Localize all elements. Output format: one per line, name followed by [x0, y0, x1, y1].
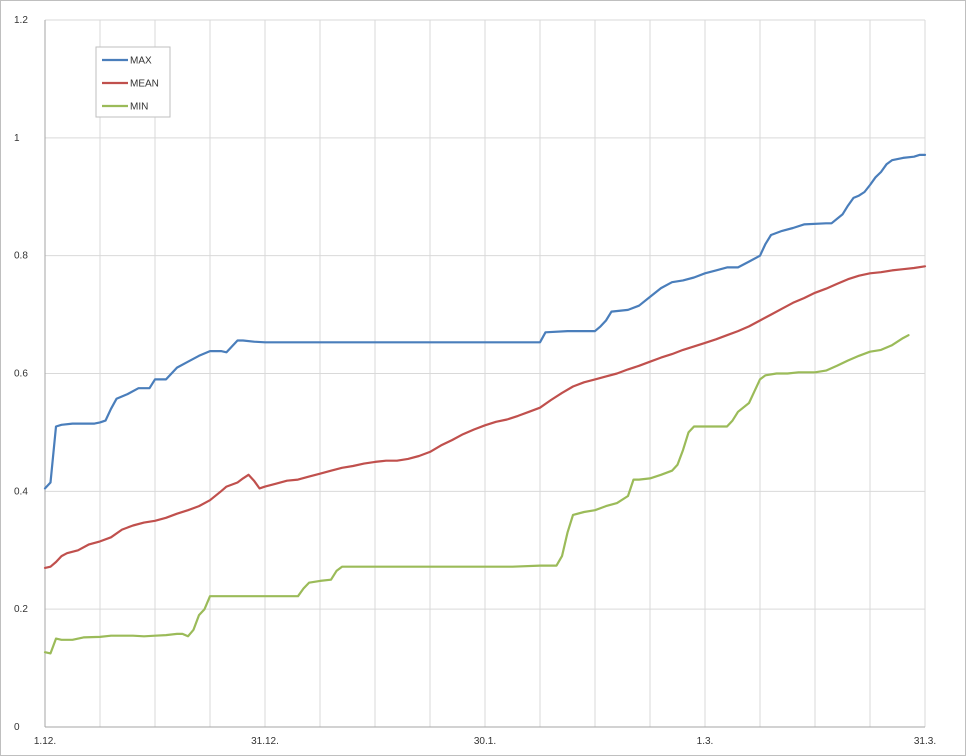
- series-line-max: [43, 153, 927, 490]
- x-tick-label: 31.12.: [251, 736, 279, 747]
- x-tick-label: 1.3.: [697, 736, 714, 747]
- x-tick-label: 1.12.: [34, 736, 56, 747]
- y-tick-label: 0.6: [14, 369, 28, 380]
- series-layer: [43, 153, 927, 655]
- legend-label-max: MAX: [130, 56, 152, 67]
- y-tick-label: 0.2: [14, 604, 28, 615]
- y-tick-label: 0.4: [14, 486, 28, 497]
- y-tick-label: 1.2: [14, 15, 28, 26]
- legend-label-min: MIN: [130, 102, 148, 113]
- x-tick-label: 30.1.: [474, 736, 496, 747]
- series-line-mean: [43, 265, 927, 570]
- y-axis-ticks: 0 0.2 0.4 0.6 0.8 1 1.2: [14, 15, 28, 733]
- y-tick-label: 0.8: [14, 251, 28, 262]
- legend: MAX MEAN MIN: [95, 46, 171, 118]
- series-line-min: [43, 334, 910, 655]
- y-tick-label: 0: [14, 722, 20, 733]
- gridlines: [44, 19, 926, 728]
- y-tick-label: 1: [14, 133, 20, 144]
- x-tick-label: 31.3.: [914, 736, 936, 747]
- legend-label-mean: MEAN: [130, 79, 159, 90]
- x-axis-ticks: 1.12. 31.12. 30.1. 1.3. 31.3.: [34, 736, 936, 747]
